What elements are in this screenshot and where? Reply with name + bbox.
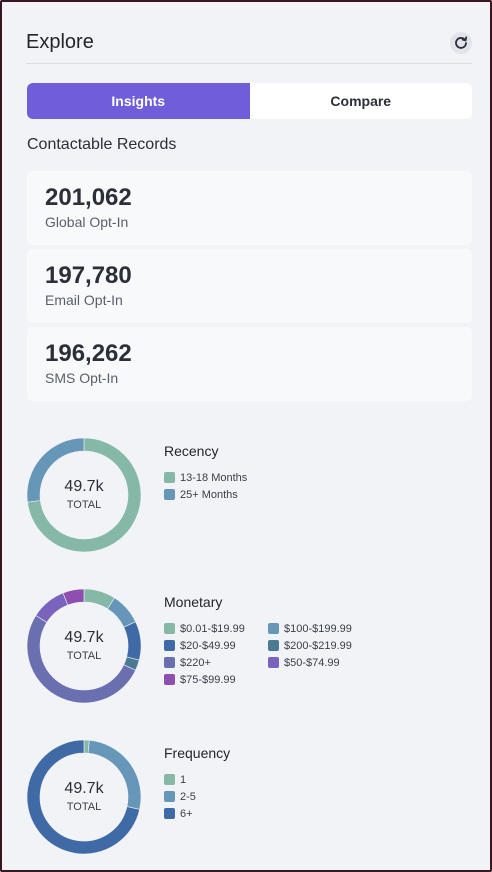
- recency-donut: [26, 437, 142, 553]
- chart-title: Recency: [164, 443, 219, 459]
- refresh-icon: [455, 36, 468, 49]
- view-tabs: Insights Compare: [27, 83, 472, 119]
- legend-label: $200-$219.99: [284, 639, 352, 652]
- legend-label: $100-$199.99: [284, 622, 352, 635]
- donut-slice-13-18-months[interactable]: [27, 437, 142, 553]
- donut-center: 49.7k TOTAL: [26, 437, 142, 553]
- frequency-donut: [26, 739, 142, 855]
- legend-swatch: [164, 808, 175, 819]
- stat-label: SMS Opt-In: [45, 370, 119, 386]
- legend-item: $100-$199.99: [268, 622, 372, 635]
- legend-item: 6+: [164, 807, 324, 820]
- donut-total-value: 49.7k: [64, 478, 104, 495]
- tab-compare[interactable]: Compare: [330, 93, 392, 109]
- legend-swatch: [268, 623, 279, 634]
- legend-swatch: [164, 791, 175, 802]
- stat-label: Email Opt-In: [45, 292, 123, 308]
- panel-header: Explore: [26, 30, 472, 64]
- legend-swatch: [164, 640, 175, 651]
- legend-item: $200-$219.99: [268, 639, 372, 652]
- donut-slice-6[interactable]: [26, 739, 140, 855]
- stat-card-global: 201,062 Global Opt-In: [27, 171, 472, 245]
- legend-item: $220+: [164, 656, 268, 669]
- legend-label: $220+: [180, 656, 211, 669]
- legend-swatch: [164, 657, 175, 668]
- donut-center: 49.7k TOTAL: [26, 739, 142, 855]
- refresh-button[interactable]: [450, 32, 472, 54]
- monetary-donut: [26, 588, 142, 704]
- legend-swatch: [268, 640, 279, 651]
- chart-legend: 1 2-5 6+: [164, 773, 464, 820]
- legend-label: 6+: [180, 807, 193, 820]
- chart-legend: 13-18 Months 25+ Months: [164, 471, 464, 501]
- legend-item: 1: [164, 773, 324, 786]
- tab-insights[interactable]: Insights: [27, 83, 250, 119]
- legend-item: 13-18 Months: [164, 471, 324, 484]
- donut-total-label: TOTAL: [66, 499, 102, 511]
- legend-label: $20-$49.99: [180, 639, 236, 652]
- stat-card-sms: 196,262 SMS Opt-In: [27, 327, 472, 401]
- legend-label: 1: [180, 773, 187, 786]
- donut-slice-25-months[interactable]: [26, 437, 85, 503]
- chart-legend: $0.01-$19.99 $100-$199.99 $20-$49.99 $20…: [164, 622, 464, 686]
- chart-title: Frequency: [164, 745, 231, 761]
- stat-card-email: 197,780 Email Opt-In: [27, 249, 472, 323]
- legend-label: $0.01-$19.99: [180, 622, 245, 635]
- legend-item: $50-$74.99: [268, 656, 372, 669]
- stat-value: 196,262: [45, 340, 132, 367]
- legend-label: $50-$74.99: [284, 656, 340, 669]
- legend-swatch: [164, 774, 175, 785]
- legend-item: 2-5: [164, 790, 324, 803]
- donut-total-value: 49.7k: [64, 629, 104, 646]
- donut-center: 49.7k TOTAL: [26, 588, 142, 704]
- stat-value: 201,062: [45, 184, 132, 211]
- legend-item: $20-$49.99: [164, 639, 268, 652]
- stat-value: 197,780: [45, 262, 132, 289]
- legend-swatch: [164, 489, 175, 500]
- donut-slice-75-99-99[interactable]: [62, 588, 85, 606]
- legend-item: 25+ Months: [164, 488, 324, 501]
- chart-title: Monetary: [164, 594, 223, 610]
- donut-total-label: TOTAL: [66, 650, 102, 662]
- legend-item: $75-$99.99: [164, 673, 268, 686]
- page-title: Explore: [26, 31, 94, 53]
- legend-label: $75-$99.99: [180, 673, 236, 686]
- legend-swatch: [268, 657, 279, 668]
- legend-label: 2-5: [180, 790, 196, 803]
- legend-swatch: [164, 472, 175, 483]
- section-title: Contactable Records: [27, 136, 177, 153]
- donut-total-value: 49.7k: [64, 780, 104, 797]
- legend-label: 25+ Months: [180, 488, 238, 501]
- stat-label: Global Opt-In: [45, 214, 129, 230]
- legend-swatch: [164, 674, 175, 685]
- frequency-chart: 49.7k TOTAL Frequency 1 2-5 6+: [26, 739, 472, 859]
- legend-label: 13-18 Months: [180, 471, 248, 484]
- monetary-chart: 49.7k TOTAL Monetary $0.01-$19.99 $100-$…: [26, 588, 472, 708]
- legend-item: $0.01-$19.99: [164, 622, 268, 635]
- legend-swatch: [164, 623, 175, 634]
- donut-total-label: TOTAL: [66, 801, 102, 813]
- recency-chart: 49.7k TOTAL Recency 13-18 Months 25+ Mon…: [26, 437, 472, 557]
